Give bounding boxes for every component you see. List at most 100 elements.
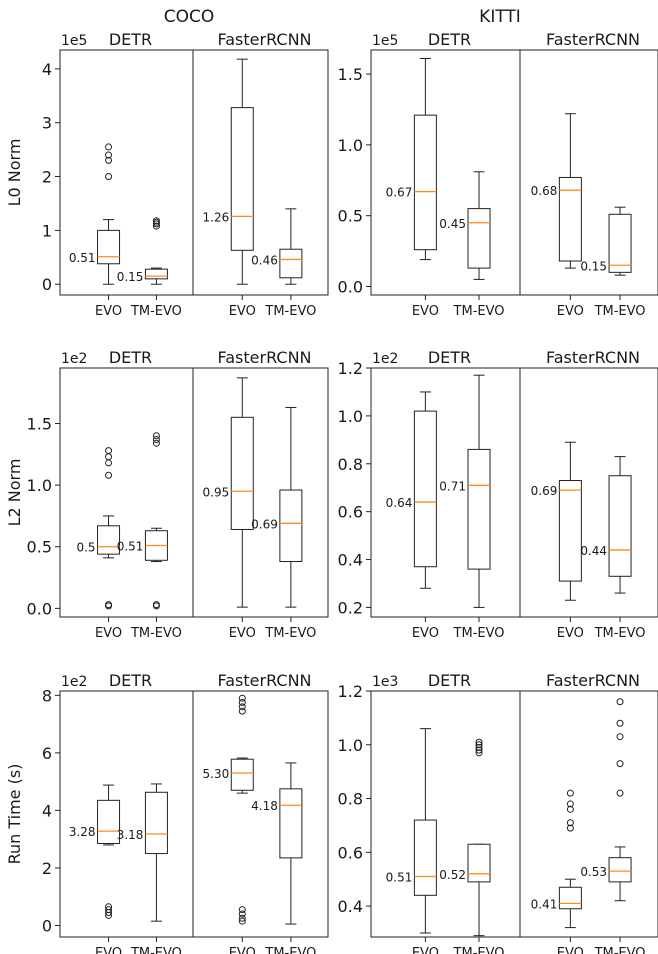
x-tick-label: EVO: [557, 946, 584, 954]
y-tick-label: 0.4: [338, 551, 363, 570]
subplot-title: FasterRCNN: [546, 348, 640, 367]
iqr-box: [467, 208, 491, 269]
iqr-box: [608, 857, 632, 883]
median-value-label: 0.44: [580, 544, 607, 558]
subplot-title: DETR: [428, 348, 471, 367]
y-tick-label: 0.4: [338, 897, 363, 916]
x-tick-label: TM-EVO: [594, 946, 646, 954]
y-scale-label: 1e2: [372, 351, 398, 367]
outlier-point: [616, 760, 624, 768]
iqr-box: [279, 248, 303, 279]
outlier-point: [238, 914, 246, 922]
y-scale-label: 1e3: [372, 674, 398, 690]
x-tick-label: EVO: [229, 626, 256, 641]
box-tm-evo: TM-EVO 0.44: [580, 456, 646, 641]
outlier-point: [238, 917, 246, 925]
iqr-box: [97, 229, 121, 265]
median-value-label: 0.5: [76, 541, 95, 555]
median-value-label: 0.69: [251, 517, 278, 531]
outlier-point: [152, 435, 160, 443]
median-value-label: 3.28: [69, 825, 96, 839]
plot-panels: 0 1 2 3 4 1e5 L0 Norm DETR EVO 0.51 TM-EVO 0.15 Fast…: [5, 30, 658, 954]
box-tm-evo: TM-EVO 0.15: [117, 217, 182, 319]
outlier-point: [105, 151, 113, 159]
median-value-label: 0.95: [203, 485, 230, 499]
y-tick-label: 0.8: [338, 455, 363, 474]
outlier-point: [475, 749, 483, 757]
median-value-label: 0.45: [439, 217, 466, 231]
panel-5: 0.4 0.6 0.8 1.0 1.2 1e3 DETR EVO 0.51 TM-EVO 0.52 F…: [338, 671, 658, 954]
median-value-label: 0.53: [580, 865, 607, 879]
box-tm-evo: TM-EVO 4.18: [251, 762, 316, 954]
median-value-label: 0.51: [386, 871, 413, 885]
box-evo: EVO 0.69: [531, 441, 584, 641]
outlier-point: [475, 743, 483, 751]
y-axis-label: Run Time (s): [5, 764, 24, 865]
subplot-title: FasterRCNN: [546, 671, 640, 690]
outlier-point: [105, 143, 113, 151]
iqr-box: [413, 819, 437, 896]
x-tick-label: EVO: [95, 946, 122, 954]
outlier-point: [105, 173, 113, 181]
x-tick-label: TM-EVO: [453, 304, 505, 319]
outlier-point: [616, 719, 624, 727]
box-evo: EVO 0.67: [386, 57, 439, 319]
iqr-box: [230, 758, 254, 791]
iqr-box: [97, 799, 121, 844]
x-tick-label: EVO: [412, 946, 439, 954]
y-tick-label: 0.8: [338, 790, 363, 809]
outlier-point: [105, 459, 113, 467]
outlier-point: [105, 903, 113, 911]
outlier-point: [475, 738, 483, 746]
iqr-box: [144, 268, 168, 280]
x-tick-label: TM-EVO: [130, 626, 182, 641]
x-tick-label: EVO: [229, 946, 256, 954]
y-tick-label: 2: [42, 168, 52, 187]
iqr-box: [558, 176, 582, 262]
subplot-frame: [192, 367, 329, 618]
subplot-title: DETR: [109, 30, 152, 49]
outlier-point: [616, 698, 624, 706]
subplot-frame: [519, 367, 658, 618]
iqr-box: [144, 791, 168, 855]
median-value-label: 0.46: [251, 253, 278, 267]
box-evo: EVO 0.64: [386, 391, 439, 641]
box-tm-evo: TM-EVO 0.46: [251, 208, 316, 319]
subplot-frame: [370, 49, 521, 296]
outlier-point: [105, 156, 113, 164]
box-evo: EVO 3.28: [69, 784, 122, 954]
y-scale-label: 1e2: [61, 674, 87, 690]
subplot-title: DETR: [109, 671, 152, 690]
y-tick-label: 1.0: [338, 136, 363, 155]
subplot-title: FasterRCNN: [546, 30, 640, 49]
y-tick-label: 1.2: [338, 682, 363, 701]
outlier-point: [566, 819, 574, 827]
box-tm-evo: TM-EVO 0.45: [439, 171, 505, 319]
panel-1: 0.0 0.5 1.0 1.5 1e5 DETR EVO 0.67 TM-EVO 0.45 Fast…: [338, 30, 658, 319]
outlier-point: [105, 906, 113, 914]
median-value-label: 0.15: [117, 270, 144, 284]
outlier-point: [152, 432, 160, 440]
median-value-label: 0.64: [386, 496, 413, 510]
x-tick-label: TM-EVO: [453, 626, 505, 641]
box-tm-evo: TM-EVO 0.71: [439, 374, 505, 641]
median-value-label: 4.18: [251, 799, 278, 813]
iqr-box: [279, 788, 303, 859]
subplot-frame: [192, 49, 329, 296]
box-tm-evo: TM-EVO 0.52: [439, 738, 505, 954]
median-value-label: 1.26: [203, 210, 230, 224]
median-value-label: 0.41: [531, 897, 558, 911]
x-tick-label: EVO: [557, 626, 584, 641]
x-tick-label: TM-EVO: [264, 946, 316, 954]
subplot-frame: [59, 367, 194, 618]
x-tick-label: EVO: [557, 304, 584, 319]
outlier-point: [238, 703, 246, 711]
box-evo: EVO 0.41: [531, 789, 584, 954]
y-tick-label: 0.0: [27, 599, 52, 618]
median-value-label: 0.52: [439, 868, 466, 882]
iqr-box: [230, 107, 254, 251]
subplot-title: FasterRCNN: [218, 348, 312, 367]
y-tick-label: 3: [42, 114, 52, 133]
box-tm-evo: TM-EVO 0.51: [117, 432, 182, 641]
y-tick-label: 0.2: [338, 598, 363, 617]
